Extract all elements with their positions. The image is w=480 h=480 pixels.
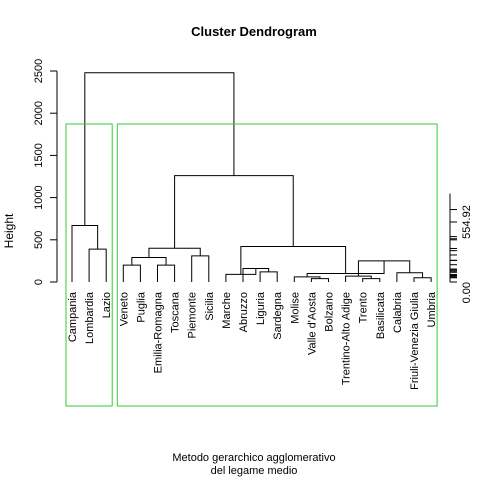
dendrogram-link-5 <box>191 255 210 282</box>
y-tick-label-5: 2500 <box>33 59 45 83</box>
dendrogram-link-2 <box>122 264 141 282</box>
leaf-label-4: Puglia <box>135 291 147 322</box>
dendrogram-link-3 <box>157 264 176 282</box>
x-axis-label-line-2: del legame medio <box>211 465 298 477</box>
dendrogram-link-7 <box>259 271 278 282</box>
leaf-label-20: Friuli-Venezia Giulia <box>409 291 421 390</box>
leaf-label-15: Bolzano <box>324 292 336 332</box>
leaf-label-21: Umbria <box>426 291 438 327</box>
y-axis-ticks: 0 500 1000 1500 2000 2500 <box>33 59 57 285</box>
leaf-labels: Campania Lombardia Lazio Veneto Puglia Emilia… <box>67 291 438 390</box>
leaf-label-7: Piemonte <box>187 292 199 338</box>
leaf-label-5: Emilia-Romagna <box>153 291 165 373</box>
y-axis: 0 500 1000 1500 2000 2500 <box>33 59 58 285</box>
leaf-label-14: Valle d'Aosta <box>306 291 318 355</box>
dendrogram-link-19 <box>174 175 294 249</box>
dendrogram-link-16 <box>293 276 321 282</box>
leaf-label-17: Trento <box>358 292 370 323</box>
y-tick-label-1: 500 <box>33 231 45 249</box>
cluster-rectangles <box>65 123 438 407</box>
dendrogram-link-10 <box>310 278 329 282</box>
cluster-rect-1 <box>116 123 438 407</box>
dendrogram-link-13 <box>413 277 432 282</box>
leaf-label-19: Calabria <box>392 291 404 333</box>
dendrogram-link-1 <box>71 224 99 282</box>
dendrogram-tree <box>71 72 432 282</box>
dendrogram-link-18 <box>240 246 347 275</box>
leaf-label-2: Lazio <box>101 292 113 318</box>
leaf-label-16: Trentino-Alto Adige <box>341 292 353 385</box>
leaf-label-3: Veneto <box>118 292 130 326</box>
x-axis-label-line-1: Metodo gerarchico agglomerativo <box>172 452 335 464</box>
leaf-label-13: Molise <box>289 292 301 324</box>
leaf-label-18: Basilicata <box>375 291 387 339</box>
leaf-label-9: Marche <box>221 292 233 329</box>
chart-title: Cluster Dendrogram <box>191 24 317 39</box>
side-axis-rug <box>450 209 457 283</box>
leaf-label-1: Lombardia <box>84 291 96 344</box>
cluster-rect-0 <box>65 123 113 407</box>
dendrogram-link-11 <box>362 278 381 282</box>
y-axis-label: Height <box>2 213 16 248</box>
leaf-label-6: Toscana <box>170 291 182 333</box>
leaf-label-12: Sardegna <box>272 291 284 340</box>
leaf-label-11: Liguria <box>255 291 267 325</box>
leaf-label-10: Abruzzo <box>238 292 250 332</box>
side-axis-label-0: 0.00 <box>461 282 473 303</box>
dendrogram-link-20 <box>84 72 235 226</box>
y-tick-label-3: 1500 <box>33 143 45 167</box>
dendrogram-link-4 <box>131 257 167 266</box>
dendrogram-link-0 <box>88 248 107 282</box>
side-axis-label-1: 554.92 <box>461 205 473 239</box>
y-tick-label-4: 2000 <box>33 101 45 125</box>
y-tick-label-2: 1000 <box>33 185 45 209</box>
side-axis: 0.00 554.92 <box>449 193 473 303</box>
leaf-label-0: Campania <box>67 291 79 342</box>
leaf-label-8: Sicilia <box>204 291 216 321</box>
y-tick-label-0: 0 <box>33 279 45 285</box>
